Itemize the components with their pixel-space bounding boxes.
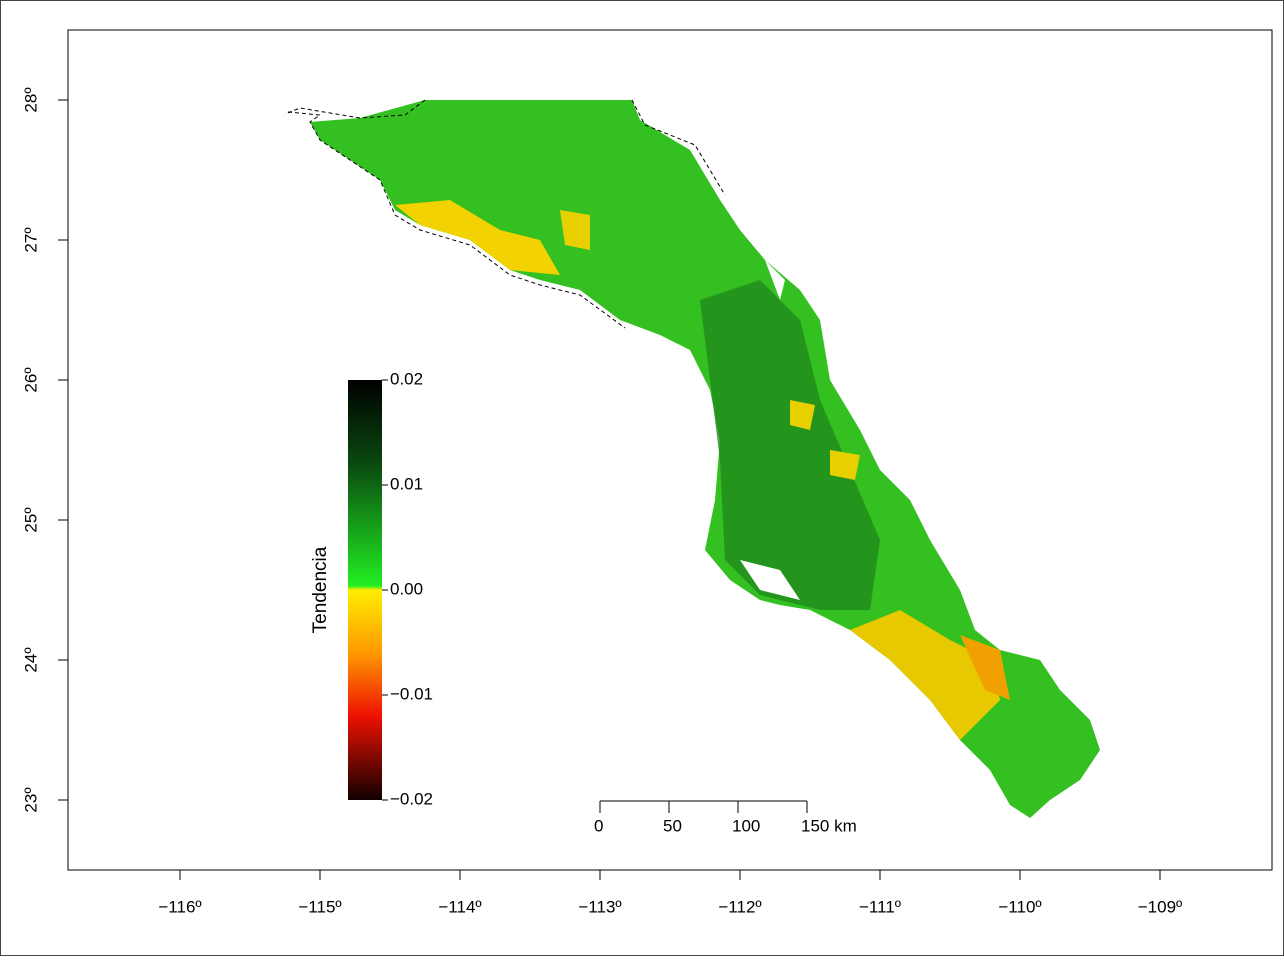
- colorbar-tick-label: 0.01: [390, 474, 423, 493]
- scale-label: 100: [732, 816, 760, 835]
- x-tick-label: −116º: [158, 897, 201, 916]
- colorbar-tick-label: −0.01: [390, 684, 433, 703]
- plot-frame: [67, 29, 1273, 871]
- x-tick-label: −111º: [859, 897, 901, 916]
- y-tick-label: 25º: [21, 507, 40, 532]
- peninsula: [284, 99, 1100, 818]
- x-tick-label: −112º: [718, 897, 761, 916]
- x-tick-label: −113º: [578, 897, 621, 916]
- x-tick-label: −114º: [438, 897, 481, 916]
- scale-label: 50: [663, 816, 682, 835]
- x-tick-label: −110º: [998, 897, 1041, 916]
- colorbar: [348, 380, 382, 800]
- y-tick-label: 27º: [21, 227, 40, 252]
- x-tick-label: −115º: [298, 897, 341, 916]
- y-tick-label: 24º: [21, 647, 40, 672]
- colorbar-title: Tendencia: [310, 546, 331, 633]
- y-tick-label: 28º: [21, 87, 40, 112]
- x-tick-label: −109º: [1138, 897, 1183, 916]
- scale-label: 0: [594, 816, 603, 835]
- colorbar-tick-label: 0.00: [390, 579, 423, 598]
- colorbar-tick-label: 0.02: [390, 369, 423, 388]
- y-tick-label: 23º: [21, 787, 40, 812]
- scale-label: 150 km: [801, 816, 857, 835]
- colorbar-tick-label: −0.02: [390, 789, 433, 808]
- y-tick-label: 26º: [21, 367, 40, 392]
